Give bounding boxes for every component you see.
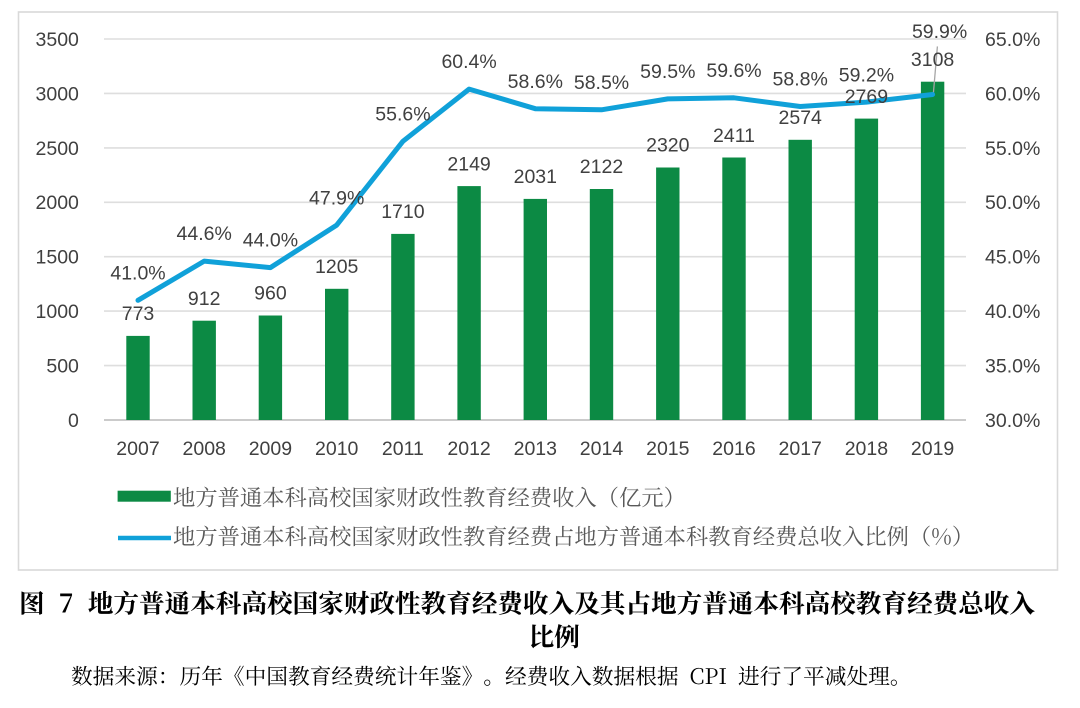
svg-text:2769: 2769 xyxy=(845,86,888,108)
svg-text:59.6%: 59.6% xyxy=(706,60,761,82)
svg-text:40.0%: 40.0% xyxy=(985,301,1040,323)
svg-text:2011: 2011 xyxy=(382,438,424,460)
svg-text:1000: 1000 xyxy=(36,301,80,323)
svg-text:30.0%: 30.0% xyxy=(985,410,1040,432)
svg-text:55.0%: 55.0% xyxy=(985,138,1040,160)
svg-text:2320: 2320 xyxy=(646,135,690,157)
svg-text:2009: 2009 xyxy=(249,438,292,460)
svg-text:2018: 2018 xyxy=(845,438,888,460)
svg-text:58.8%: 58.8% xyxy=(773,69,828,91)
svg-text:47.9%: 47.9% xyxy=(309,187,364,209)
svg-text:0: 0 xyxy=(68,410,79,432)
svg-text:3000: 3000 xyxy=(36,83,80,105)
svg-text:65.0%: 65.0% xyxy=(985,29,1040,51)
svg-text:1205: 1205 xyxy=(315,256,359,278)
svg-text:60.0%: 60.0% xyxy=(985,83,1040,105)
svg-text:2013: 2013 xyxy=(514,438,557,460)
svg-text:58.5%: 58.5% xyxy=(574,72,629,94)
svg-text:912: 912 xyxy=(188,288,221,310)
svg-text:59.2%: 59.2% xyxy=(839,64,894,86)
svg-text:41.0%: 41.0% xyxy=(110,262,165,284)
svg-text:1710: 1710 xyxy=(381,201,425,223)
svg-text:55.6%: 55.6% xyxy=(375,104,430,126)
svg-text:2411: 2411 xyxy=(713,125,755,147)
svg-text:3500: 3500 xyxy=(36,29,80,51)
svg-text:2012: 2012 xyxy=(447,438,490,460)
svg-text:2500: 2500 xyxy=(36,138,80,160)
svg-text:1500: 1500 xyxy=(36,247,80,269)
svg-text:2016: 2016 xyxy=(712,438,755,460)
svg-text:2008: 2008 xyxy=(183,438,226,460)
svg-text:2031: 2031 xyxy=(514,166,557,188)
svg-text:50.0%: 50.0% xyxy=(985,192,1040,214)
svg-text:2122: 2122 xyxy=(580,156,623,178)
svg-text:2017: 2017 xyxy=(779,438,822,460)
svg-text:960: 960 xyxy=(254,283,287,305)
svg-text:44.0%: 44.0% xyxy=(243,230,298,252)
svg-text:2010: 2010 xyxy=(315,438,359,460)
svg-text:35.0%: 35.0% xyxy=(985,356,1040,378)
svg-text:500: 500 xyxy=(46,356,79,378)
svg-text:3108: 3108 xyxy=(911,49,954,71)
svg-text:2574: 2574 xyxy=(779,107,823,129)
svg-text:773: 773 xyxy=(122,303,155,325)
svg-text:59.5%: 59.5% xyxy=(640,61,695,83)
svg-text:2007: 2007 xyxy=(116,438,159,460)
svg-text:2014: 2014 xyxy=(580,438,624,460)
svg-text:59.9%: 59.9% xyxy=(912,21,967,43)
svg-text:2000: 2000 xyxy=(36,192,80,214)
svg-text:58.6%: 58.6% xyxy=(508,71,563,93)
svg-text:2149: 2149 xyxy=(447,153,490,175)
svg-text:44.6%: 44.6% xyxy=(177,223,232,245)
svg-text:2015: 2015 xyxy=(646,438,690,460)
svg-text:60.4%: 60.4% xyxy=(441,51,496,73)
svg-text:45.0%: 45.0% xyxy=(985,247,1040,269)
svg-text:2019: 2019 xyxy=(911,438,954,460)
